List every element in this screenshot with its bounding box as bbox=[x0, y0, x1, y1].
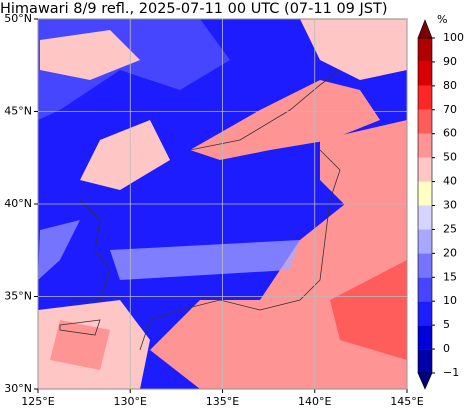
colorbar-segment bbox=[418, 157, 432, 182]
colorbar-segment bbox=[418, 277, 432, 302]
colorbar-tick-label: 0 bbox=[443, 342, 450, 355]
colorbar-segment bbox=[418, 109, 432, 134]
x-tick-label: 140°E bbox=[298, 395, 331, 408]
colorbar-segment bbox=[418, 349, 432, 373]
colorbar-segment bbox=[418, 38, 432, 62]
colorbar-segment bbox=[418, 253, 432, 278]
colorbar-segment bbox=[418, 85, 432, 110]
colorbar-tick-label: 5 bbox=[443, 318, 450, 331]
x-tick-label: 135°E bbox=[206, 395, 239, 408]
colorbar-tick-label: 15 bbox=[443, 270, 457, 283]
y-tick-label: 40°N bbox=[4, 197, 32, 210]
colorbar-unit: % bbox=[437, 13, 447, 26]
colorbar-tick-label: 30 bbox=[443, 199, 457, 212]
colorbar-tick-label: −1 bbox=[443, 366, 459, 379]
colorbar-segment bbox=[418, 325, 432, 350]
x-tick-label: 145°E bbox=[390, 395, 423, 408]
y-tick-label: 45°N bbox=[4, 105, 32, 118]
colorbar-tick-label: 40 bbox=[443, 175, 457, 188]
colorbar-segment bbox=[418, 301, 432, 326]
colorbar-extend-high bbox=[417, 19, 433, 39]
colorbar-tick-label: 70 bbox=[443, 103, 457, 116]
colorbar-segment bbox=[418, 205, 432, 230]
colorbar-tick-label: 25 bbox=[443, 222, 457, 235]
colorbar-segment bbox=[418, 229, 432, 254]
y-tick-label: 35°N bbox=[4, 290, 32, 303]
colorbar-tick-label: 60 bbox=[443, 127, 457, 140]
colorbar-tick-label: 20 bbox=[443, 246, 457, 259]
colorbar-tick-label: 50 bbox=[443, 151, 457, 164]
colorbar-tick-label: 10 bbox=[443, 294, 457, 307]
colorbar-extend-low bbox=[417, 372, 433, 390]
y-tick-label: 50°N bbox=[4, 12, 32, 25]
colorbar-tick-label: 100 bbox=[443, 31, 464, 44]
x-tick-label: 125°E bbox=[21, 395, 54, 408]
colorbar-segment bbox=[418, 61, 432, 86]
colorbar-tick-label: 90 bbox=[443, 55, 457, 68]
y-tick-label: 30°N bbox=[4, 382, 32, 395]
colorbar-segment bbox=[418, 181, 432, 206]
map-title: Himawari 8/9 refl., 2025-07-11 00 UTC (0… bbox=[0, 1, 388, 17]
x-tick-label: 130°E bbox=[114, 395, 147, 408]
colorbar-tick-label: 80 bbox=[443, 79, 457, 92]
colorbar-segment bbox=[418, 133, 432, 158]
